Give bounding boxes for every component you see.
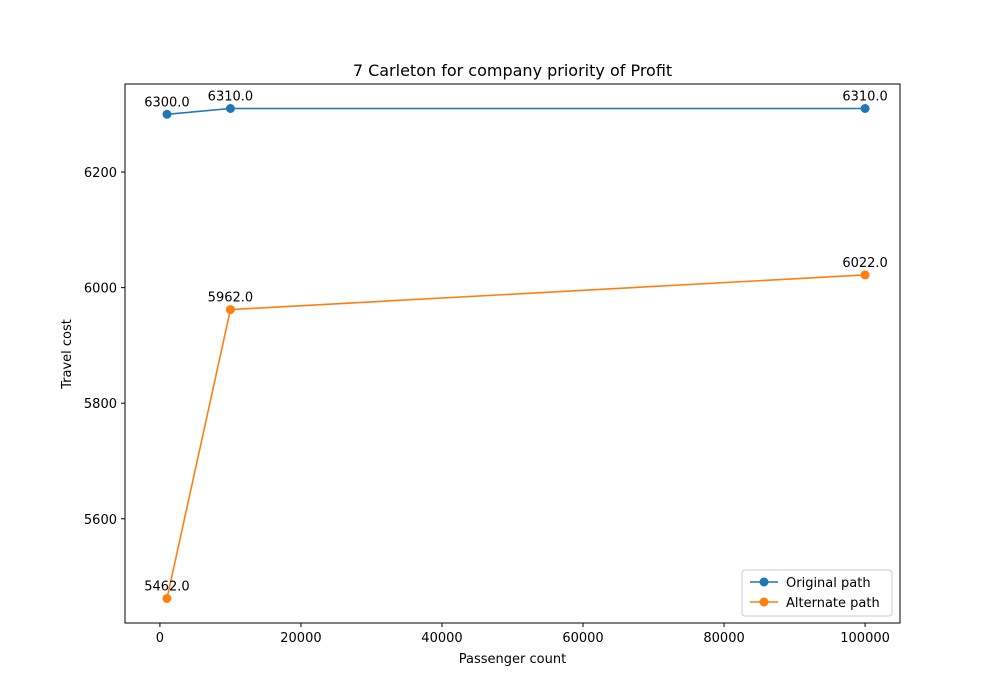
legend-box — [741, 569, 893, 617]
data-label: 6310.0 — [842, 90, 888, 105]
data-point — [860, 104, 870, 113]
legend: Original path Alternate path — [741, 569, 893, 617]
data-label: 5962.0 — [208, 291, 254, 306]
x-tick-label: 0 — [156, 631, 164, 646]
y-tick-label: 6200 — [84, 166, 117, 181]
x-tick-label: 40000 — [421, 631, 462, 646]
legend-label: Original path — [786, 576, 871, 591]
y-axis-title: Travel cost — [60, 319, 75, 390]
legend-marker — [759, 577, 769, 587]
x-axis-title: Passenger count — [459, 652, 566, 667]
x-tick-label: 60000 — [562, 631, 603, 646]
data-label: 6310.0 — [208, 90, 254, 105]
data-point — [225, 305, 235, 315]
legend-label: Alternate path — [786, 596, 880, 611]
legend-marker — [759, 597, 769, 607]
x-tick-label: 80000 — [703, 631, 744, 646]
data-label: 5462.0 — [144, 580, 190, 595]
x-tick-label: 20000 — [280, 631, 321, 646]
data-point — [860, 270, 870, 280]
data-point — [162, 109, 172, 119]
data-label: 6300.0 — [144, 95, 190, 110]
x-tick-label: 100000 — [840, 631, 890, 646]
plot-area: 0 20000 40000 60000 80000 100000 5600 5800 6000 6… — [84, 83, 901, 646]
y-tick-label: 5600 — [84, 513, 117, 528]
data-point — [225, 104, 235, 113]
data-point — [162, 594, 172, 603]
chart-title: 7 Carleton for company priority of Profi… — [353, 61, 672, 80]
y-tick-label: 6000 — [84, 282, 117, 297]
plot-frame — [124, 83, 901, 624]
y-tick-label: 5800 — [84, 397, 117, 412]
data-label: 6022.0 — [842, 256, 888, 271]
series-line-2 — [166, 274, 866, 599]
series-line-1 — [166, 107, 866, 116]
